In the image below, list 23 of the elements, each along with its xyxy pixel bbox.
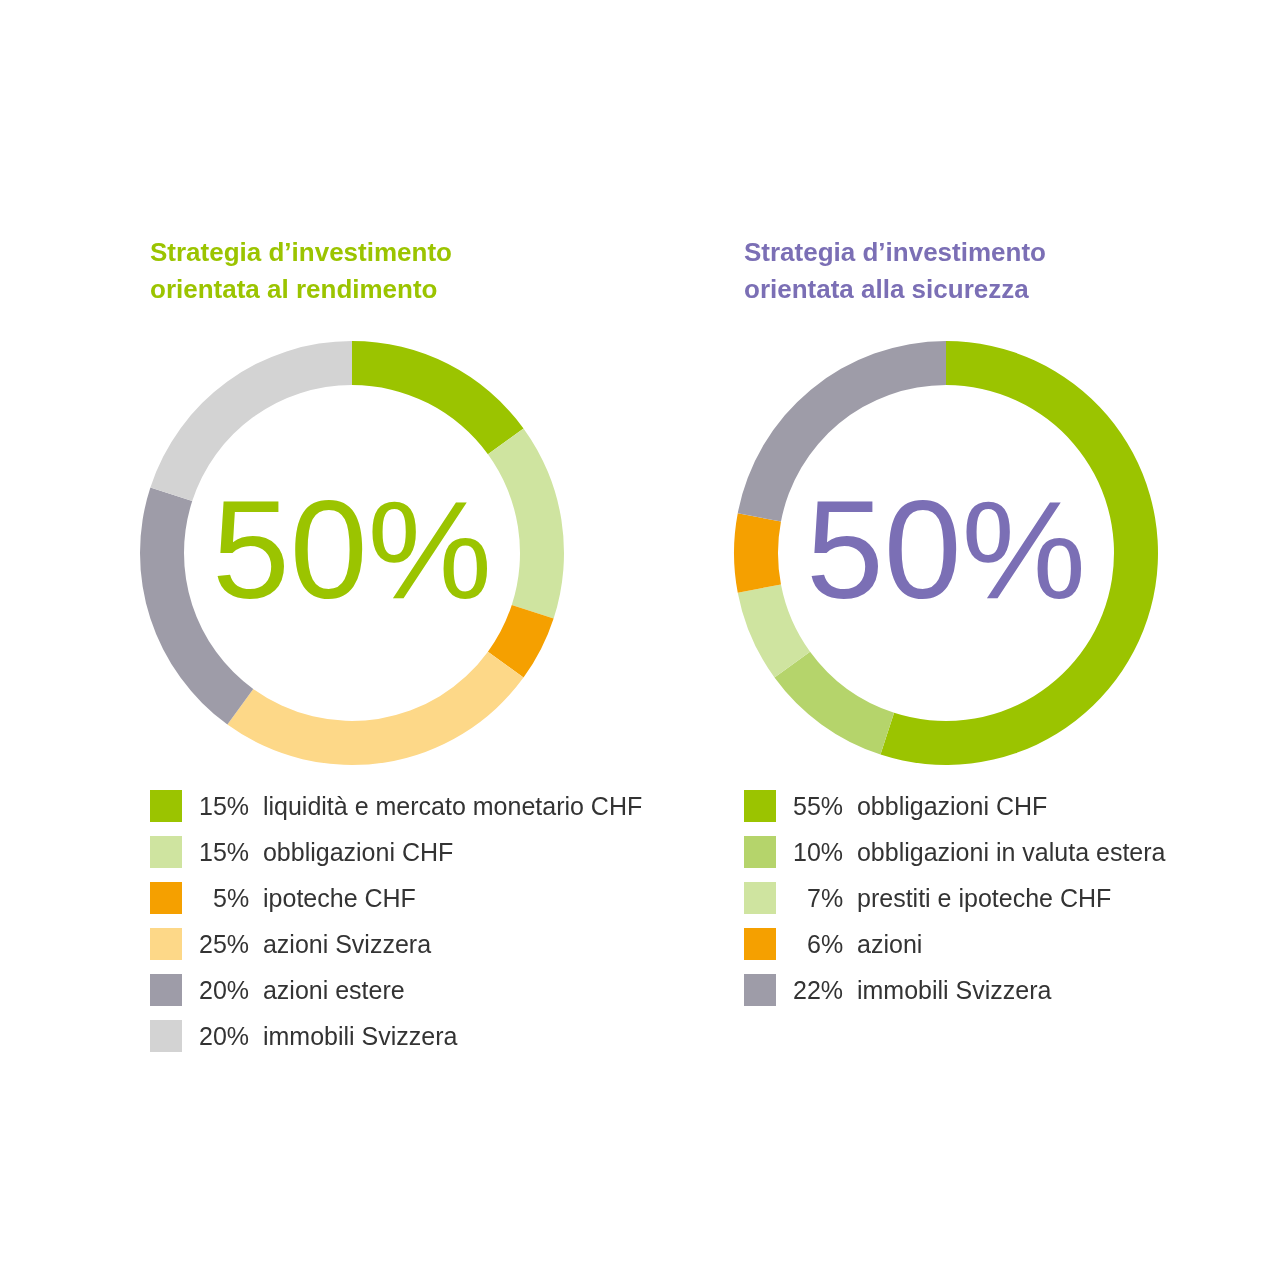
legend-label: 6% azioni xyxy=(807,930,923,958)
donut-slice xyxy=(487,428,564,619)
legend-label: 15% liquidità e mercato monetario CHF xyxy=(199,792,643,820)
legend-label: 15% obbligazioni CHF xyxy=(199,838,454,866)
text: 50% xyxy=(211,471,493,628)
legend-label: 25% azioni Svizzera xyxy=(199,930,432,958)
donut-slice xyxy=(150,341,352,502)
donut-slice xyxy=(227,651,524,765)
donut-slice xyxy=(734,513,781,593)
chart-title: Strategia d’investimento orientata al rendimento xyxy=(150,237,452,304)
legend-label: 55% obbligazioni CHF xyxy=(793,792,1048,820)
donut-slice xyxy=(487,604,554,678)
donut-slice xyxy=(774,651,895,755)
donut-slice xyxy=(352,341,524,455)
legend-label: 5% ipoteche CHF xyxy=(213,884,416,912)
legend-label: 20% azioni estere xyxy=(199,976,405,1004)
text: 50% xyxy=(805,471,1087,628)
chart-title: Strategia d’investimento orientata alla sicurezza xyxy=(744,237,1046,304)
legend-label: 10% obbligazioni in valuta estera xyxy=(793,838,1166,866)
legend-label: 22% immobili Svizzera xyxy=(793,976,1052,1004)
legend-label: 7% prestiti e ipoteche CHF xyxy=(807,884,1112,912)
donut-slice xyxy=(737,584,811,678)
legend-label: 20% immobili Svizzera xyxy=(199,1022,458,1050)
